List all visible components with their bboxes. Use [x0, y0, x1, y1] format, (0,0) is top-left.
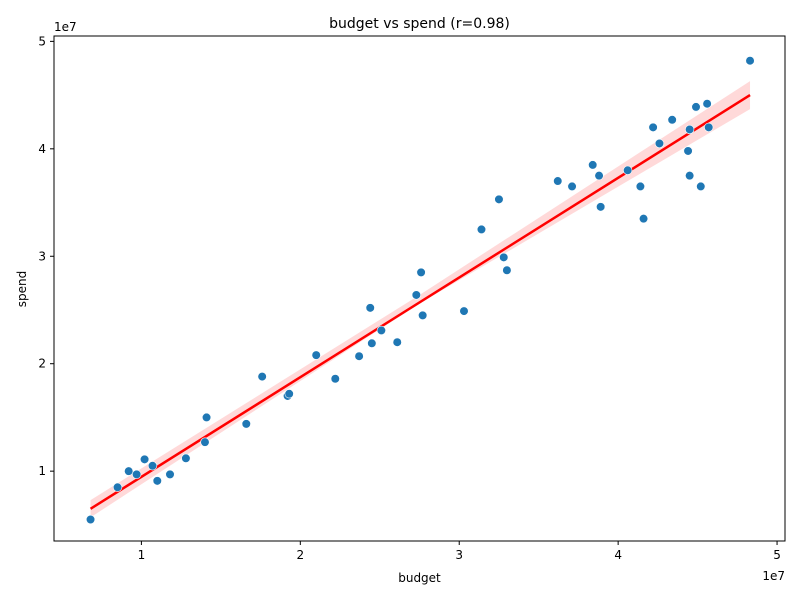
x-axis-offset-label: 1e7	[762, 569, 785, 583]
data-point	[376, 325, 386, 336]
x-axis: 1 2 3 4 5	[138, 541, 781, 562]
y-axis-offset-label: 1e7	[54, 20, 77, 34]
data-point	[476, 224, 487, 235]
data-point	[567, 181, 577, 192]
data-point	[623, 165, 633, 175]
data-point	[596, 202, 606, 212]
data-point	[257, 372, 267, 382]
data-point	[683, 146, 693, 156]
data-point	[553, 176, 563, 186]
data-point	[691, 102, 701, 112]
data-point	[594, 171, 604, 181]
y-tick-label: 2	[38, 357, 46, 371]
data-point	[132, 469, 142, 479]
data-point	[704, 122, 714, 132]
data-point	[112, 482, 123, 492]
y-axis-label: spend	[15, 271, 29, 307]
y-tick-label: 4	[38, 142, 46, 156]
data-point	[696, 181, 706, 192]
data-point	[200, 437, 210, 447]
chart-title: budget vs spend (r=0.98)	[329, 16, 510, 32]
x-tick-label: 5	[773, 548, 781, 562]
y-tick-label: 5	[38, 34, 46, 48]
data-point	[685, 124, 695, 135]
data-point	[330, 374, 340, 384]
data-point	[152, 476, 162, 486]
data-point	[654, 138, 665, 149]
data-point	[635, 181, 645, 192]
confidence-band	[90, 81, 751, 518]
data-point	[284, 389, 294, 399]
y-tick-label: 1	[38, 464, 46, 478]
data-point	[367, 338, 377, 348]
data-point	[365, 303, 375, 313]
data-point	[499, 252, 509, 262]
data-point	[502, 265, 512, 275]
data-point	[411, 290, 421, 300]
data-point	[392, 337, 402, 347]
x-tick-label: 2	[296, 548, 304, 562]
plot-area	[85, 56, 755, 525]
data-point	[494, 194, 504, 204]
data-point	[648, 122, 658, 132]
y-axis: 1 2 3 4 5	[38, 34, 54, 478]
x-tick-label: 1	[138, 548, 146, 562]
data-point	[418, 310, 428, 320]
x-tick-label: 3	[455, 548, 463, 562]
data-point	[139, 454, 150, 464]
x-axis-label: budget	[398, 571, 441, 585]
axes-frame	[53, 35, 786, 542]
x-tick-label: 4	[614, 548, 622, 562]
data-point	[201, 412, 212, 423]
data-point	[745, 56, 755, 66]
data-point	[667, 115, 677, 125]
data-point	[354, 351, 364, 361]
data-point	[588, 160, 598, 170]
y-tick-label: 3	[38, 249, 46, 263]
data-point	[311, 350, 321, 360]
data-point	[685, 171, 695, 181]
data-point	[638, 214, 649, 224]
data-point	[85, 514, 96, 525]
data-point	[702, 99, 712, 109]
data-point	[124, 466, 134, 476]
data-point	[459, 306, 469, 316]
data-point	[416, 267, 426, 277]
data-point	[147, 461, 158, 471]
regression-line	[89, 94, 751, 510]
data-point	[241, 419, 251, 429]
data-point	[181, 453, 191, 463]
data-point	[165, 469, 175, 479]
